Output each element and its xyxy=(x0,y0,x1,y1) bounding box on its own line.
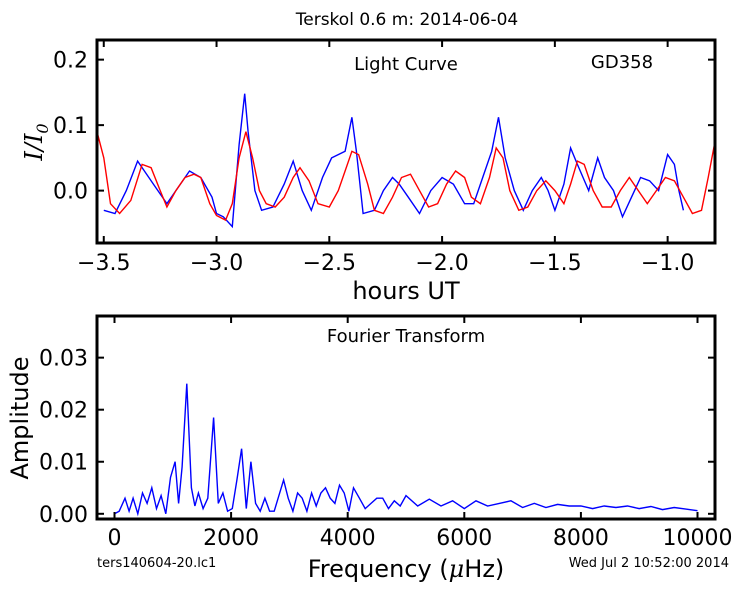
light-curve-ytick-label: 0.1 xyxy=(53,114,88,139)
light-curve-xtick-label: −1.0 xyxy=(641,251,694,276)
star-annotation: GD358 xyxy=(591,52,653,73)
light-curve-series-1 xyxy=(97,131,715,222)
light-curve-xtick-label: −3.5 xyxy=(77,251,130,276)
light-curve-xtick-label: −1.5 xyxy=(528,251,581,276)
fourier-frame xyxy=(95,314,717,521)
light-curve-frame xyxy=(95,38,717,245)
ylabel-subscript: 0 xyxy=(33,123,52,133)
figure-title: Terskol 0.6 m: 2014-06-04 xyxy=(295,10,519,30)
light-curve-xtick-label: −2.5 xyxy=(303,251,356,276)
fourier-xtick-label: 0 xyxy=(107,526,121,551)
light-curve-xtick-label: −2.0 xyxy=(415,251,468,276)
ylabel-main: I/I xyxy=(20,133,48,162)
light-curve-ytick-label: 0.2 xyxy=(53,49,88,74)
fourier-ytick-label: 0.00 xyxy=(39,503,88,528)
fourier-panel: Fourier Transform Amplitude Frequency (μ… xyxy=(6,314,733,583)
fourier-xtick-label: 10000 xyxy=(663,526,733,551)
fourier-ylabel: Amplitude xyxy=(6,357,34,480)
light-curve-xtick-label: −3.0 xyxy=(190,251,243,276)
fourier-ytick-label: 0.01 xyxy=(39,451,88,476)
xlabel-unit: Hz) xyxy=(464,555,504,583)
fourier-ytick-label: 0.02 xyxy=(39,399,88,424)
fourier-xtick-label: 2000 xyxy=(203,526,259,551)
xlabel-main: Frequency ( xyxy=(308,555,449,583)
light-curve-ylabel: I/I0 xyxy=(20,123,52,161)
fourier-xtick-label: 4000 xyxy=(320,526,376,551)
light-curve-title: Light Curve xyxy=(354,54,458,75)
light-curve-ytick-label: 0.0 xyxy=(53,180,88,205)
footer-timestamp: Wed Jul 2 10:52:00 2014 xyxy=(569,556,729,571)
xlabel-mu: μ xyxy=(449,555,465,583)
fourier-series-0 xyxy=(114,383,698,517)
fourier-xlabel: Frequency (μHz) xyxy=(308,555,505,583)
fourier-xtick-label: 6000 xyxy=(436,526,492,551)
light-curve-xlabel: hours UT xyxy=(352,277,460,305)
fourier-xtick-label: 8000 xyxy=(553,526,609,551)
light-curve-series-0 xyxy=(103,93,685,229)
fourier-ytick-label: 0.03 xyxy=(39,347,88,372)
footer-filename: ters140604-20.lc1 xyxy=(97,556,216,571)
light-curve-panel: Light Curve GD358 I/I0 hours UT −3.5 −3.0… xyxy=(20,38,717,305)
fourier-title: Fourier Transform xyxy=(327,326,485,347)
